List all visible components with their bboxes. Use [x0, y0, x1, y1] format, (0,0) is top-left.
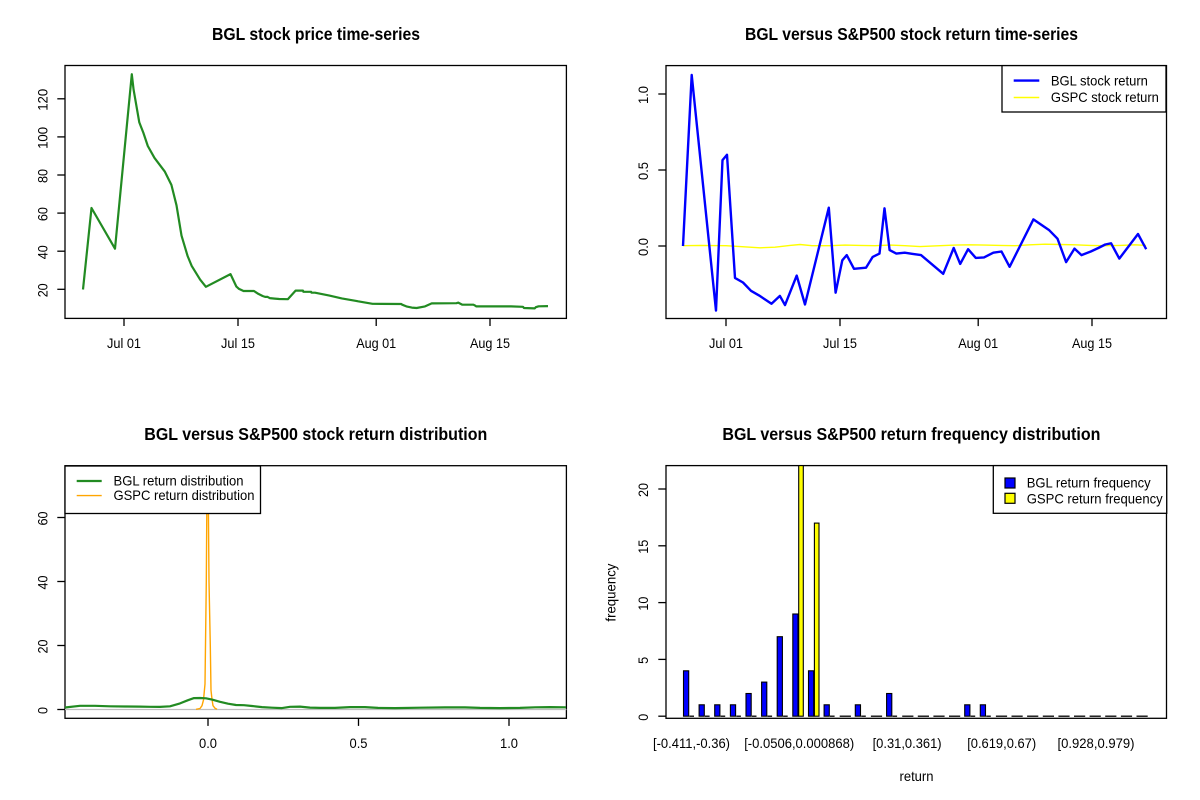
svg-text:20: 20: [635, 483, 651, 497]
svg-text:BGL versus S&P500 stock return: BGL versus S&P500 stock return time-seri…: [745, 24, 1078, 44]
svg-text:5: 5: [635, 657, 651, 664]
svg-text:Jul 01: Jul 01: [107, 335, 141, 351]
svg-text:0.5: 0.5: [350, 735, 368, 751]
svg-text:BGL versus S&P500 return frequ: BGL versus S&P500 return frequency distr…: [722, 424, 1100, 444]
svg-text:0: 0: [35, 707, 51, 714]
svg-text:Jul 15: Jul 15: [823, 335, 857, 351]
svg-text:BGL return distribution: BGL return distribution: [114, 473, 244, 489]
svg-text:80: 80: [35, 169, 51, 183]
svg-text:BGL stock price time-series: BGL stock price time-series: [212, 24, 420, 44]
svg-text:20: 20: [35, 639, 51, 653]
svg-text:60: 60: [35, 511, 51, 525]
svg-text:0.0: 0.0: [635, 238, 651, 256]
svg-text:GSPC return frequency: GSPC return frequency: [1027, 490, 1163, 506]
svg-text:GSPC return distribution: GSPC return distribution: [114, 487, 255, 503]
svg-text:Aug 15: Aug 15: [470, 335, 510, 351]
svg-text:GSPC stock return: GSPC stock return: [1051, 89, 1159, 105]
svg-text:BGL return frequency: BGL return frequency: [1027, 475, 1151, 491]
svg-text:10: 10: [635, 596, 651, 610]
svg-text:[-0.0506,0.000868): [-0.0506,0.000868): [744, 735, 854, 751]
svg-text:60: 60: [35, 207, 51, 221]
svg-text:1.0: 1.0: [500, 735, 518, 751]
svg-text:Jul 01: Jul 01: [709, 335, 743, 351]
svg-text:0: 0: [635, 714, 651, 721]
svg-text:40: 40: [35, 245, 51, 259]
svg-text:40: 40: [35, 575, 51, 589]
svg-text:0.5: 0.5: [635, 162, 651, 180]
svg-text:BGL versus S&P500 stock return: BGL versus S&P500 stock return distribut…: [144, 424, 487, 444]
svg-text:[0.619,0.67): [0.619,0.67): [967, 735, 1036, 751]
svg-text:frequency: frequency: [602, 564, 618, 622]
svg-text:Jul 15: Jul 15: [221, 335, 255, 351]
svg-text:100: 100: [35, 127, 51, 149]
svg-text:Aug 01: Aug 01: [958, 335, 998, 351]
svg-text:[0.31,0.361): [0.31,0.361): [873, 735, 942, 751]
svg-text:120: 120: [35, 89, 51, 111]
svg-text:1.0: 1.0: [635, 86, 651, 104]
svg-text:Aug 01: Aug 01: [356, 335, 396, 351]
svg-text:15: 15: [635, 540, 651, 554]
svg-text:[0.928,0.979): [0.928,0.979): [1058, 735, 1135, 751]
svg-text:return: return: [900, 768, 934, 784]
svg-text:20: 20: [35, 283, 51, 297]
svg-text:[-0.411,-0.36): [-0.411,-0.36): [653, 735, 730, 751]
svg-text:BGL stock return: BGL stock return: [1051, 72, 1148, 88]
svg-text:0.0: 0.0: [199, 735, 217, 751]
svg-text:Aug 15: Aug 15: [1072, 335, 1112, 351]
